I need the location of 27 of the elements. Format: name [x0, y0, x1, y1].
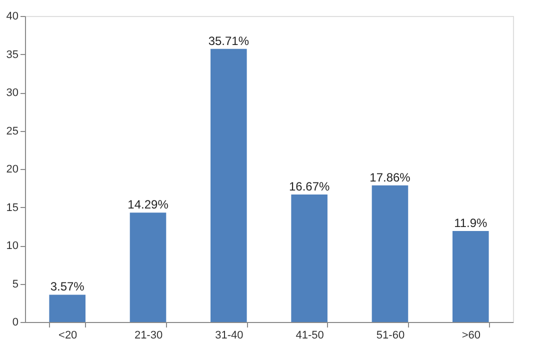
data-label: 16.67% [288, 179, 330, 194]
bar [372, 185, 408, 322]
y-tick-label: 35 [6, 48, 18, 61]
y-tick-label: 40 [6, 10, 18, 22]
x-tick-label: >60 [462, 330, 480, 342]
data-label: 35.71% [208, 34, 250, 48]
x-tick-label: 51-60 [376, 330, 405, 342]
bar [130, 212, 166, 322]
data-label: 14.29% [128, 198, 169, 212]
bar [210, 48, 247, 322]
y-tick-label: 10 [6, 240, 18, 252]
bar [49, 294, 86, 322]
x-tick-label: 41-50 [296, 330, 324, 342]
data-label: 17.86% [370, 170, 411, 184]
bar [291, 194, 328, 322]
x-tick-label: 21-30 [134, 330, 163, 342]
x-tick-label: 31-40 [215, 330, 244, 342]
y-tick-label: 0 [12, 316, 18, 328]
data-label: 11.9% [454, 216, 488, 230]
data-label: 3.57% [50, 280, 85, 294]
bar [452, 230, 489, 322]
y-tick-label: 5 [12, 278, 18, 290]
y-tick-label: 30 [6, 87, 18, 99]
y-tick-label: 20 [6, 164, 18, 176]
y-tick-label: 25 [6, 125, 18, 138]
x-tick-label: <20 [58, 330, 78, 342]
y-tick-label: 15 [6, 202, 18, 214]
